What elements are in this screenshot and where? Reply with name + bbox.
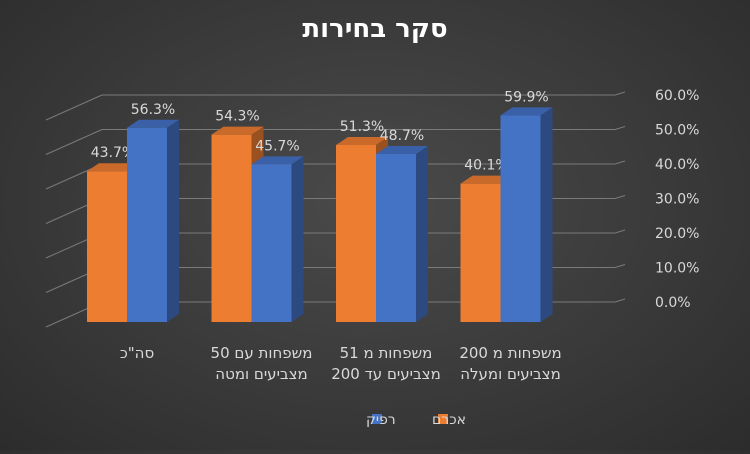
y-tick-label: 20.0%: [655, 226, 699, 242]
chart-title: סקר בחירות: [302, 14, 448, 44]
y-tick-label: 60.0%: [655, 88, 699, 104]
x-tick-label: משפחות עם 50: [211, 344, 313, 362]
y-tick-label: 10.0%: [655, 261, 699, 277]
data-label: 51.3%: [340, 119, 384, 135]
bar-top-series-2: [251, 156, 304, 165]
data-label: 48.7%: [380, 128, 424, 144]
bar-side-series-2: [167, 119, 179, 322]
bar-series-2: [251, 164, 292, 322]
legend-label: אכרם: [432, 412, 466, 428]
gridline-depth: [45, 94, 103, 121]
bar-top-series-1: [336, 137, 388, 146]
bar-top-series-1: [87, 163, 139, 172]
bar-side-series-2: [540, 107, 553, 322]
bar-series-2: [376, 153, 416, 322]
bar-series-1: [336, 145, 376, 322]
x-tick-label: סה"כ: [120, 344, 154, 362]
bar-top-series-2: [500, 107, 553, 116]
x-tick-label: משפחות מ 200: [459, 344, 561, 362]
y-tick-label: 40.0%: [655, 157, 699, 173]
gridline-tick: [614, 229, 626, 234]
bar-series-1: [460, 183, 501, 322]
gridline-tick: [614, 195, 626, 199]
data-label: 45.7%: [255, 138, 299, 154]
legend-swatch: [438, 414, 448, 424]
gridline-tick: [614, 91, 626, 96]
legend-swatch: [372, 414, 382, 424]
y-tick-label: 30.0%: [655, 192, 699, 208]
data-label: 40.1%: [464, 158, 508, 174]
bar-side-series-2: [291, 156, 304, 322]
y-tick-label: 50.0%: [655, 123, 699, 139]
y-tick-label: 0.0%: [655, 295, 691, 311]
bar-top-series-2: [127, 119, 179, 128]
gridline-tick: [614, 126, 626, 130]
data-label: 56.3%: [131, 102, 175, 118]
x-tick-label: מצביעים עד 200: [331, 365, 441, 383]
legend-label: רפיק: [366, 412, 396, 428]
bar-series-2: [500, 115, 541, 322]
x-tick-label: מצביעים ומעלה: [460, 365, 561, 383]
bar-series-1: [87, 171, 127, 322]
bar-top-series-1: [460, 175, 513, 184]
gridline-tick: [614, 298, 626, 303]
gridline-tick: [614, 264, 626, 268]
bar-top-series-2: [376, 145, 428, 154]
gridline-depth: [45, 129, 103, 155]
data-label: 54.3%: [215, 109, 259, 125]
bar-series-1: [211, 134, 252, 322]
data-label: 43.7%: [91, 145, 135, 161]
x-tick-label: מצביעים ומטה: [215, 365, 307, 383]
x-tick-label: משפחות מ 51: [340, 344, 433, 362]
data-label: 59.9%: [504, 89, 548, 105]
bar-series-2: [127, 127, 167, 322]
bar-side-series-2: [416, 145, 428, 322]
gridline-tick: [614, 160, 626, 165]
bar-top-series-1: [211, 126, 264, 135]
